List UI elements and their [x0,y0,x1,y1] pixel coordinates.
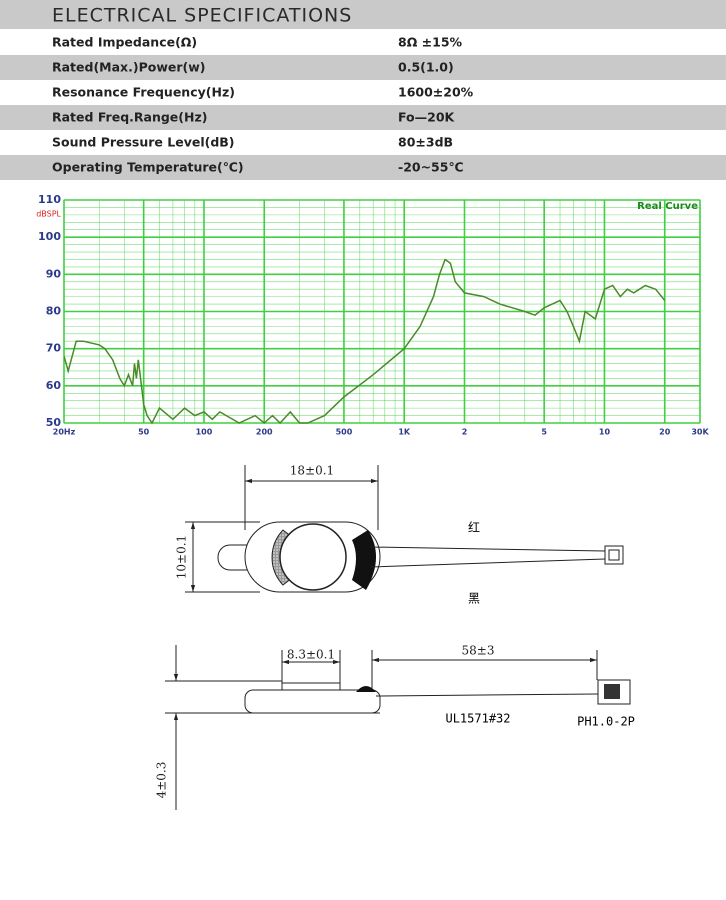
spec-name: Rated Freq.Range(Hz) [52,110,207,125]
side-view: 8.3±0.1 58±3 4±0.3 UL1571#32 PH1.0-2P [155,644,635,810]
y-tick-label: 50 [46,416,62,429]
spec-name: Rated Impedance(Ω) [52,35,197,50]
dim-lead: 58±3 [462,644,495,658]
solder-dome [356,686,376,692]
spec-value: 0.5(1.0) [398,60,454,75]
y-tick-label: 80 [46,305,62,318]
dim-width: 18±0.1 [290,464,334,478]
x-tick-label: 20Hz [53,428,76,437]
wire-red: 红 [468,520,480,535]
spec-name: Rated(Max.)Power(w) [52,60,206,75]
spec-table: Rated Impedance(Ω) 8Ω ±15% Rated(Max.)Powe… [0,35,726,180]
y-tick-label: 70 [46,342,62,355]
x-tick-label: 500 [336,428,353,437]
connector-pin [604,684,620,699]
wire [375,693,599,697]
x-tick-label: 30K [691,428,709,437]
dim-inner: 8.3±0.1 [287,648,335,662]
x-tick-label: 2 [462,428,468,437]
spec-name: Resonance Frequency(Hz) [52,85,235,100]
header-title: ELECTRICAL SPECIFICATIONS [52,5,352,27]
wire-black: 黑 [468,592,480,606]
spec-name: Operating Temperature(℃) [52,160,244,175]
top-view: 18±0.1 10±0.1 红 黑 [175,464,624,606]
spec-value: 80±3dB [398,135,453,150]
connector-spec: PH1.0-2P [577,715,635,729]
y-tick-label: 100 [38,230,61,243]
y-tick-label: 60 [46,379,62,392]
y-tick-label: 90 [46,267,62,280]
connector-pin [608,549,620,561]
x-tick-label: 10 [599,428,611,437]
row-bg [0,155,726,180]
annotation: Real Curve [637,201,698,212]
spec-value: 8Ω ±15% [398,35,463,50]
side-body [244,689,381,714]
header-bar [0,0,726,29]
spec-value: -20~55℃ [398,160,464,175]
x-tick-label: 50 [138,428,150,437]
dim-thickness: 4±0.3 [155,762,169,799]
y-axis-label: dBSPL [36,210,61,219]
wires [369,546,606,568]
row-bg [0,55,726,80]
wire-spec: UL1571#32 [445,712,510,726]
connector [604,545,624,565]
solder [352,530,377,590]
spec-value: 1600±20% [398,85,474,100]
spec-name: Sound Pressure Level(dB) [52,135,235,150]
x-tick-label: 20 [659,428,671,437]
diaphragm [279,523,347,591]
x-tick-label: 1K [398,428,411,437]
row-bg [0,105,726,130]
response-curve [64,258,666,425]
x-tick-label: 200 [256,428,273,437]
x-tick-label: 100 [196,428,213,437]
y-tick-label: 110 [38,193,61,206]
spec-value: Fo—20K [398,110,456,125]
x-tick-label: 5 [541,428,547,437]
dim-height: 10±0.1 [175,535,189,579]
